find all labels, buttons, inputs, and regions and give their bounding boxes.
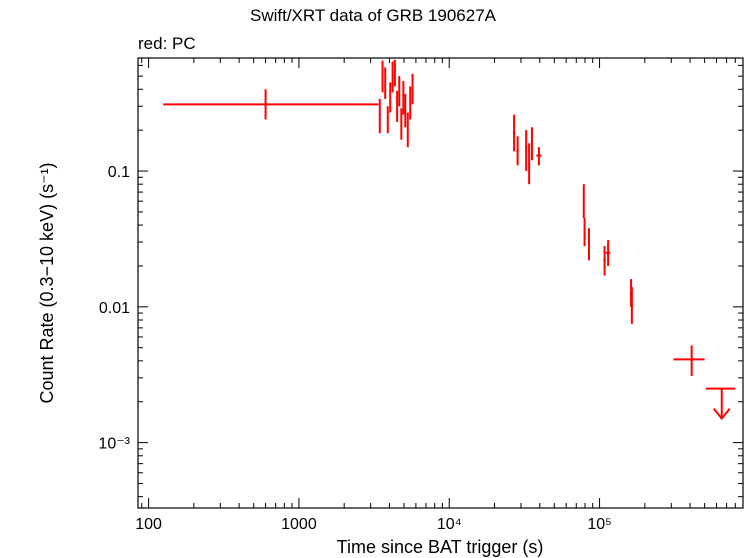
data-point xyxy=(525,130,528,172)
plot-frame xyxy=(137,57,744,509)
data-point xyxy=(391,61,394,93)
data-point xyxy=(381,60,384,93)
data-point xyxy=(516,136,519,166)
data-point xyxy=(582,184,585,219)
x-tick-label: 100 xyxy=(135,516,162,533)
data-point xyxy=(673,345,705,376)
data-point xyxy=(163,89,379,120)
data-point xyxy=(411,73,414,105)
x-tick-label: 10⁵ xyxy=(587,516,611,533)
data-point xyxy=(409,86,412,120)
data-point xyxy=(402,81,405,115)
data-point xyxy=(386,106,389,134)
data-point xyxy=(630,286,634,324)
data-point xyxy=(587,228,590,261)
data-point xyxy=(583,218,586,247)
data-point xyxy=(398,76,401,107)
data-point xyxy=(393,59,396,87)
axis-ticks: 100 1000 10⁴ 10⁵ 10⁻³ 0.01 0.1 xyxy=(98,58,744,533)
data-point xyxy=(605,240,611,266)
data-marks xyxy=(163,59,736,421)
data-point xyxy=(512,114,516,152)
data-point xyxy=(603,246,606,276)
data-point xyxy=(406,112,409,148)
y-axis-label: Count Rate (0.3−10 keV) (s⁻¹) xyxy=(37,162,57,403)
y-tick-label: 0.1 xyxy=(108,164,130,181)
chart-title: Swift/XRT data of GRB 190627A xyxy=(249,6,496,25)
data-point xyxy=(404,93,407,128)
data-point xyxy=(378,98,381,134)
data-point xyxy=(396,90,399,122)
data-point xyxy=(389,82,392,113)
data-point xyxy=(528,143,531,185)
data-point xyxy=(400,108,403,140)
data-point xyxy=(536,147,542,166)
y-tick-label: 10⁻³ xyxy=(98,436,130,453)
chart-subtitle: red: PC xyxy=(138,34,196,53)
x-axis-label: Time since BAT trigger (s) xyxy=(337,537,544,557)
upper-limit-arrow-head xyxy=(712,407,731,421)
data-point xyxy=(530,127,533,161)
x-tick-label: 10⁴ xyxy=(437,516,462,533)
upper-limit xyxy=(705,387,736,421)
x-tick-label: 1000 xyxy=(281,516,317,533)
y-tick-label: 0.01 xyxy=(99,300,130,317)
data-point xyxy=(384,67,387,99)
